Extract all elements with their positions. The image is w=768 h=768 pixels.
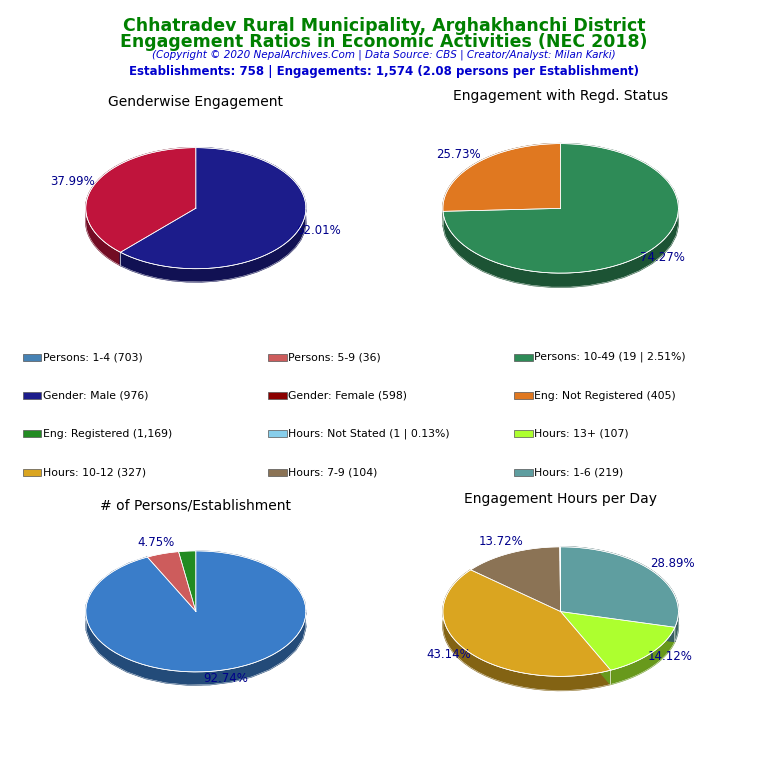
Polygon shape — [561, 611, 611, 684]
Text: 4.75%: 4.75% — [137, 535, 174, 548]
Text: Persons: 5-9 (36): Persons: 5-9 (36) — [289, 352, 381, 362]
Text: Eng: Not Registered (405): Eng: Not Registered (405) — [535, 390, 676, 401]
Polygon shape — [443, 208, 561, 226]
Polygon shape — [178, 551, 196, 611]
Text: Gender: Male (976): Gender: Male (976) — [43, 390, 148, 401]
Text: Hours: Not Stated (1 | 0.13%): Hours: Not Stated (1 | 0.13%) — [289, 429, 450, 439]
Text: Persons: 1-4 (703): Persons: 1-4 (703) — [43, 352, 142, 362]
Text: Engagement Ratios in Economic Activities (NEC 2018): Engagement Ratios in Economic Activities… — [121, 33, 647, 51]
Text: Chhatradev Rural Municipality, Arghakhanchi District: Chhatradev Rural Municipality, Arghakhan… — [123, 17, 645, 35]
Text: 43.14%: 43.14% — [426, 648, 471, 661]
Text: Persons: 10-49 (19 | 2.51%): Persons: 10-49 (19 | 2.51%) — [535, 352, 686, 362]
Ellipse shape — [86, 161, 306, 282]
Title: # of Persons/Establishment: # of Persons/Establishment — [101, 498, 291, 512]
Polygon shape — [86, 147, 196, 253]
Polygon shape — [560, 547, 561, 611]
Polygon shape — [147, 551, 196, 611]
Text: Establishments: 758 | Engagements: 1,574 (2.08 persons per Establishment): Establishments: 758 | Engagements: 1,574… — [129, 65, 639, 78]
Polygon shape — [471, 547, 561, 611]
Bar — [23, 468, 41, 475]
Polygon shape — [561, 611, 611, 684]
Polygon shape — [443, 144, 678, 273]
Text: 74.27%: 74.27% — [641, 251, 685, 264]
Text: (Copyright © 2020 NepalArchives.Com | Data Source: CBS | Creator/Analyst: Milan : (Copyright © 2020 NepalArchives.Com | Da… — [152, 50, 616, 61]
Title: Genderwise Engagement: Genderwise Engagement — [108, 95, 283, 109]
Polygon shape — [561, 611, 675, 641]
Bar — [23, 353, 41, 361]
Text: Hours: 1-6 (219): Hours: 1-6 (219) — [535, 467, 624, 478]
Polygon shape — [86, 551, 306, 672]
Bar — [515, 430, 532, 438]
Polygon shape — [561, 611, 675, 641]
Bar — [515, 468, 532, 475]
Text: Eng: Registered (1,169): Eng: Registered (1,169) — [43, 429, 172, 439]
Bar — [269, 430, 286, 438]
Title: Engagement with Regd. Status: Engagement with Regd. Status — [453, 89, 668, 103]
Polygon shape — [443, 144, 678, 287]
Polygon shape — [121, 147, 306, 282]
Polygon shape — [86, 147, 196, 266]
Text: 25.73%: 25.73% — [436, 148, 481, 161]
Polygon shape — [443, 570, 611, 690]
Text: 28.89%: 28.89% — [650, 558, 694, 570]
Text: 37.99%: 37.99% — [51, 175, 95, 188]
Polygon shape — [561, 547, 678, 627]
Text: 13.72%: 13.72% — [478, 535, 523, 548]
Bar — [269, 353, 286, 361]
Ellipse shape — [443, 561, 678, 690]
Polygon shape — [561, 547, 678, 641]
Polygon shape — [443, 144, 561, 211]
Bar — [269, 392, 286, 399]
Text: Hours: 13+ (107): Hours: 13+ (107) — [535, 429, 629, 439]
Title: Engagement Hours per Day: Engagement Hours per Day — [464, 492, 657, 506]
Bar — [269, 468, 286, 475]
Text: 62.01%: 62.01% — [296, 224, 341, 237]
Text: 92.74%: 92.74% — [204, 672, 248, 685]
Polygon shape — [443, 208, 561, 226]
Bar — [23, 392, 41, 399]
Bar — [515, 353, 532, 361]
Text: Hours: 10-12 (327): Hours: 10-12 (327) — [43, 467, 146, 478]
Polygon shape — [443, 570, 611, 677]
Polygon shape — [121, 147, 306, 269]
Polygon shape — [561, 611, 675, 670]
Polygon shape — [443, 144, 561, 226]
Text: Gender: Female (598): Gender: Female (598) — [289, 390, 407, 401]
Polygon shape — [121, 208, 196, 266]
Polygon shape — [121, 208, 196, 266]
Polygon shape — [611, 627, 675, 684]
Ellipse shape — [86, 564, 306, 685]
Text: Hours: 7-9 (104): Hours: 7-9 (104) — [289, 467, 378, 478]
Text: 14.12%: 14.12% — [647, 650, 692, 664]
Bar — [515, 392, 532, 399]
Bar — [23, 430, 41, 438]
Polygon shape — [86, 551, 306, 685]
Ellipse shape — [443, 157, 678, 287]
